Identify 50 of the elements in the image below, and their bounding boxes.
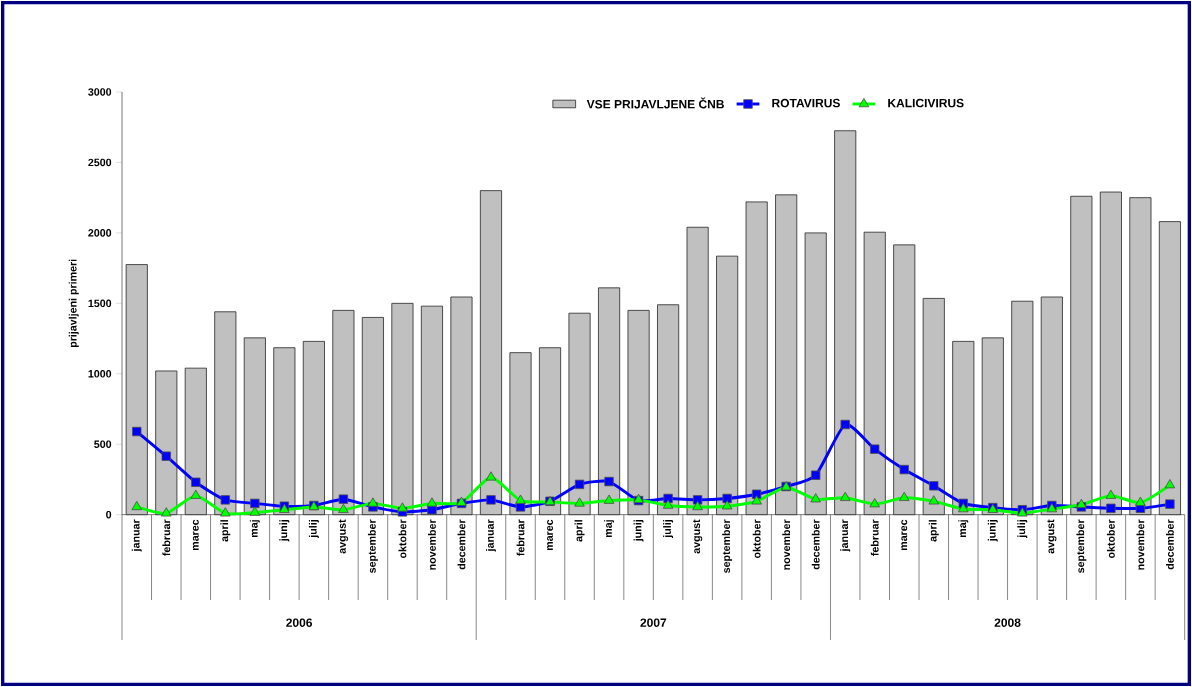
x-tick-label: september (367, 519, 378, 573)
x-tick-label: maj (249, 520, 260, 538)
x-tick-label: junij (633, 520, 644, 542)
x-tick-label: marec (192, 519, 199, 551)
x-tick-label: oktober (398, 519, 407, 559)
x-tick-label: september (1076, 519, 1087, 573)
x-tick-label: februar (162, 519, 171, 556)
x-tick-label: december (457, 519, 466, 570)
x-tick-label: januar (131, 519, 142, 552)
y-tick-label: 2500 (88, 158, 112, 167)
legend-label: ROTAVIRUS (772, 98, 840, 108)
x-tick-label: december (1165, 519, 1174, 570)
y-tick-label: 1000 (88, 370, 112, 378)
x-tick-label: april (928, 520, 939, 542)
x-tick-label: april (220, 520, 231, 542)
x-tick-label: december (811, 519, 820, 570)
x-tick-label: oktober (752, 519, 761, 559)
x-tick-label: marec (901, 519, 908, 551)
x-tick-label: november (428, 519, 436, 570)
x-tick-label: julij (308, 520, 319, 538)
y-tick-label: 0 (106, 510, 112, 519)
text: 2006 (286, 618, 313, 627)
x-tick-label: januar (486, 519, 496, 552)
x-tick-label: marec (547, 519, 553, 551)
y-tick-label: 2000 (88, 229, 112, 237)
text: 2008 (994, 618, 1021, 627)
legend-label: KALICIVIRUS (888, 98, 964, 108)
y-tick-label: 3000 (88, 88, 112, 96)
x-tick-label: julij (663, 520, 674, 538)
x-tick-label: julij (1017, 520, 1028, 538)
y-tick-label: 500 (94, 440, 112, 448)
x-tick-label: februar (870, 519, 879, 556)
x-tick-label: maj (604, 520, 615, 538)
x-tick-label: januar (840, 519, 851, 552)
x-tick-label: oktober (1106, 519, 1115, 559)
y-tick-label: 1500 (88, 299, 112, 308)
x-tick-label: november (782, 519, 791, 570)
text: 2007 (640, 618, 667, 627)
x-tick-label: september (722, 519, 733, 573)
legend-label: VSE PRIJAVLJENE ČNB (586, 97, 724, 109)
x-tick-label: avgust (338, 519, 348, 554)
x-tick-label: avgust (1047, 519, 1057, 554)
x-tick-label: avgust (693, 519, 703, 554)
x-tick-label: junij (279, 520, 290, 542)
x-tick-label: november (1136, 519, 1145, 570)
x-tick-label: maj (958, 520, 969, 538)
x-tick-label: junij (987, 520, 998, 542)
y-axis-title: prijavljeni primeri (68, 259, 79, 348)
x-tick-label: april (574, 520, 585, 542)
x-tick-label: februar (516, 519, 525, 556)
